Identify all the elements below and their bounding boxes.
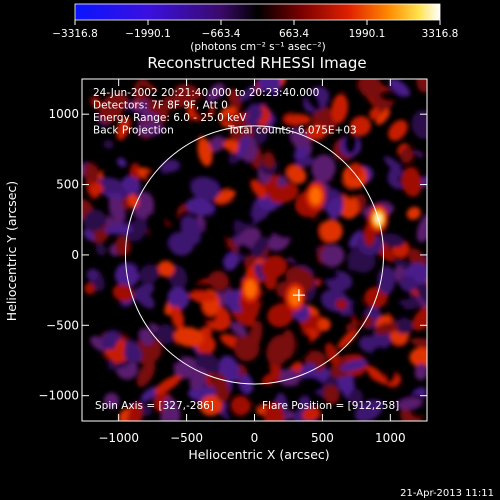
y-tick-label: 500 (56, 178, 79, 192)
bright-source (289, 288, 302, 307)
y-tick-label: −1000 (38, 389, 79, 403)
colorbar-tick-label: −663.4 (202, 28, 241, 40)
colorbar-unit-label: (photons cm⁻² s⁻¹ asec⁻²) (190, 41, 325, 53)
info-annotations: 24-Jun-2002 20:21:40.000 to 20:23:40.000… (93, 87, 399, 412)
colorbar-tick-label: 1990.1 (349, 28, 386, 40)
solar-limb-circle (124, 125, 385, 385)
colorbar (74, 3, 441, 21)
footer-timestamp: 21-Apr-2013 11:11 (400, 488, 494, 499)
axis-ticks (82, 79, 427, 421)
method-text: Back Projection (93, 125, 174, 137)
x-axis-label: Heliocentric X (arcsec) (188, 447, 329, 462)
colorbar-tick-label: −1990.1 (125, 28, 171, 40)
energy-range-text: Energy Range: 6.0 - 25.0 keV (93, 112, 247, 124)
y-tick-label: 1000 (48, 107, 79, 121)
colorbar-ticks: −3316.8 −1990.1 −663.4 663.4 1990.1 3316.8 (52, 20, 458, 40)
x-tick-label: 500 (311, 431, 334, 445)
colorbar-tick-label: 663.4 (279, 28, 309, 40)
x-tick-label: −500 (170, 431, 203, 445)
bright-source (309, 186, 322, 205)
flare-position-text: Flare Position = [912,258] (262, 400, 399, 412)
x-tick-label: −1000 (98, 431, 139, 445)
x-tick-label: 1000 (375, 431, 406, 445)
total-counts-text: Total counts: 6.075E+03 (227, 125, 357, 137)
bright-source (244, 279, 257, 298)
spin-axis-text: Spin Axis = [327,-286] (95, 400, 214, 412)
detectors-text: Detectors: 7F 8F 9F, Att 0 (93, 100, 228, 112)
colorbar-tick-label: 3316.8 (422, 28, 459, 40)
plot-image (82, 79, 427, 421)
y-tick-label: 0 (71, 248, 79, 262)
colorbar-tick-label: −3316.8 (52, 28, 98, 40)
y-axis-label: Heliocentric Y (arcsec) (4, 181, 19, 321)
time-range-text: 24-Jun-2002 20:21:40.000 to 20:23:40.000 (93, 87, 319, 99)
y-tick-label: −500 (46, 318, 79, 332)
chart-title: Reconstructed RHESSI Image (147, 54, 366, 72)
x-tick-label: 0 (251, 431, 259, 445)
spin-axis-marker (292, 289, 305, 302)
axis-tick-labels: −1000 −500 0 500 1000 −1000 −500 0 500 1000 (38, 107, 405, 445)
